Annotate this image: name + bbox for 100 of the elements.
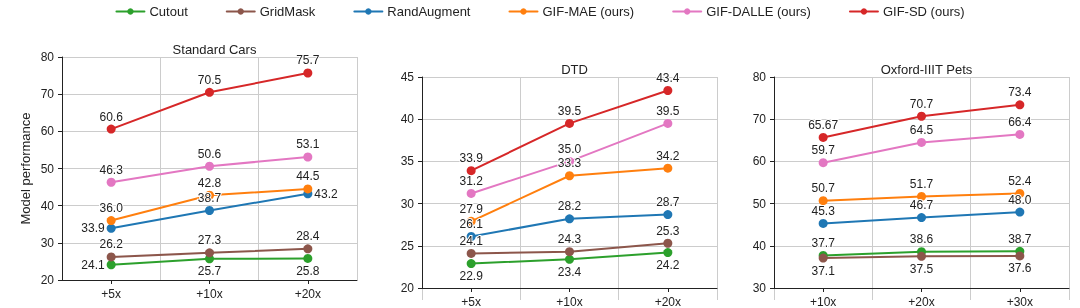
point xyxy=(205,161,214,171)
point xyxy=(1015,100,1025,110)
chart-title: Standard Cars xyxy=(172,42,257,57)
y-tick-label: 70 xyxy=(752,112,767,127)
point xyxy=(565,171,574,181)
data-label: 60.6 xyxy=(99,109,124,124)
x-tick-label: +5x xyxy=(461,295,482,308)
data-label: 64.5 xyxy=(909,122,934,137)
point xyxy=(466,166,476,176)
point xyxy=(106,260,116,270)
data-label: 23.4 xyxy=(557,264,582,279)
data-label: 24.3 xyxy=(557,232,582,247)
point xyxy=(106,124,116,134)
point xyxy=(663,163,673,173)
point xyxy=(818,132,828,142)
data-label: 28.2 xyxy=(557,199,582,214)
legend-label: GIF-MAE (ours) xyxy=(542,4,635,19)
y-tick-label: 40 xyxy=(752,238,767,253)
point xyxy=(466,188,476,198)
data-label: 65.67 xyxy=(808,117,839,132)
point xyxy=(565,254,574,264)
data-label: 70.5 xyxy=(197,72,222,87)
point xyxy=(1015,207,1025,217)
y-tick-label: 50 xyxy=(40,161,55,176)
point xyxy=(663,86,673,95)
data-label: 66.4 xyxy=(1008,114,1032,129)
data-label: 42.8 xyxy=(197,175,222,190)
data-label: 52.4 xyxy=(1008,173,1032,188)
point xyxy=(663,238,673,248)
y-tick-label: 20 xyxy=(40,273,55,287)
point xyxy=(565,247,574,257)
data-label: 24.2 xyxy=(656,258,680,273)
y-tick-label: 80 xyxy=(752,70,767,84)
data-label: 26.1 xyxy=(459,217,484,232)
point xyxy=(466,259,476,269)
point xyxy=(466,248,476,258)
data-label: 50.6 xyxy=(197,146,222,161)
point xyxy=(106,223,116,233)
point xyxy=(917,251,926,261)
point xyxy=(1015,129,1025,139)
data-label: 46.3 xyxy=(99,162,124,177)
x-tick-label: +5x xyxy=(101,287,122,301)
data-label: 28.7 xyxy=(656,195,680,210)
x-tick-label: +10x xyxy=(196,287,223,301)
point xyxy=(303,68,313,78)
x-tick-label: +10x xyxy=(809,295,837,308)
point xyxy=(1015,251,1025,261)
point xyxy=(917,191,926,201)
x-tick-label: +20x xyxy=(654,295,682,308)
point xyxy=(303,244,313,254)
data-label: 46.7 xyxy=(909,198,934,213)
point xyxy=(106,252,116,262)
y-tick-label: 20 xyxy=(400,281,415,295)
point xyxy=(303,152,313,162)
data-label: 25.7 xyxy=(197,264,222,279)
point xyxy=(205,248,214,258)
legend-label: RandAugment xyxy=(387,4,471,19)
data-label: 24.1 xyxy=(459,233,484,248)
data-label: 33.9 xyxy=(459,151,484,166)
data-label: 38.7 xyxy=(1008,231,1032,246)
data-label: 37.6 xyxy=(1008,261,1032,276)
chart-title: DTD xyxy=(561,62,588,77)
legend-label: GIF-SD (ours) xyxy=(882,4,965,19)
data-label: 36.0 xyxy=(99,201,124,216)
data-label: 39.5 xyxy=(557,103,582,118)
data-label: 37.7 xyxy=(811,236,836,251)
data-label: 35.0 xyxy=(557,141,582,156)
data-label: 73.4 xyxy=(1008,85,1032,100)
y-tick-label: 50 xyxy=(752,196,767,211)
data-label: 37.5 xyxy=(909,261,934,276)
point xyxy=(917,213,926,223)
data-label: 45.3 xyxy=(811,203,836,218)
point xyxy=(106,216,116,226)
point xyxy=(917,137,926,147)
data-label: 38.6 xyxy=(909,232,934,247)
chart-title: Oxford-IIIT Pets xyxy=(880,62,973,77)
data-label: 33.9 xyxy=(81,221,105,236)
point xyxy=(818,196,828,206)
y-tick-label: 70 xyxy=(40,87,55,102)
data-label: 53.1 xyxy=(296,137,320,152)
data-label: 27.9 xyxy=(459,201,484,216)
y-tick-label: 40 xyxy=(40,198,55,213)
y-tick-label: 35 xyxy=(400,154,415,169)
data-label: 70.7 xyxy=(909,96,934,111)
point xyxy=(663,118,673,128)
data-label: 44.5 xyxy=(296,169,320,184)
x-tick-label: +30x xyxy=(1006,295,1034,308)
y-axis-title: Model performance xyxy=(18,112,33,225)
data-label: 48.0 xyxy=(1008,192,1032,207)
point xyxy=(303,253,313,263)
data-label: 31.2 xyxy=(459,173,484,188)
data-label: 27.3 xyxy=(197,233,222,248)
y-tick-label: 60 xyxy=(40,124,55,139)
y-tick-label: 25 xyxy=(400,238,415,253)
data-label: 28.4 xyxy=(296,229,320,244)
y-tick-label: 30 xyxy=(752,281,767,295)
y-tick-label: 45 xyxy=(400,70,415,84)
point xyxy=(205,87,214,97)
data-label: 43.2 xyxy=(314,186,339,201)
data-label: 51.7 xyxy=(909,176,934,191)
